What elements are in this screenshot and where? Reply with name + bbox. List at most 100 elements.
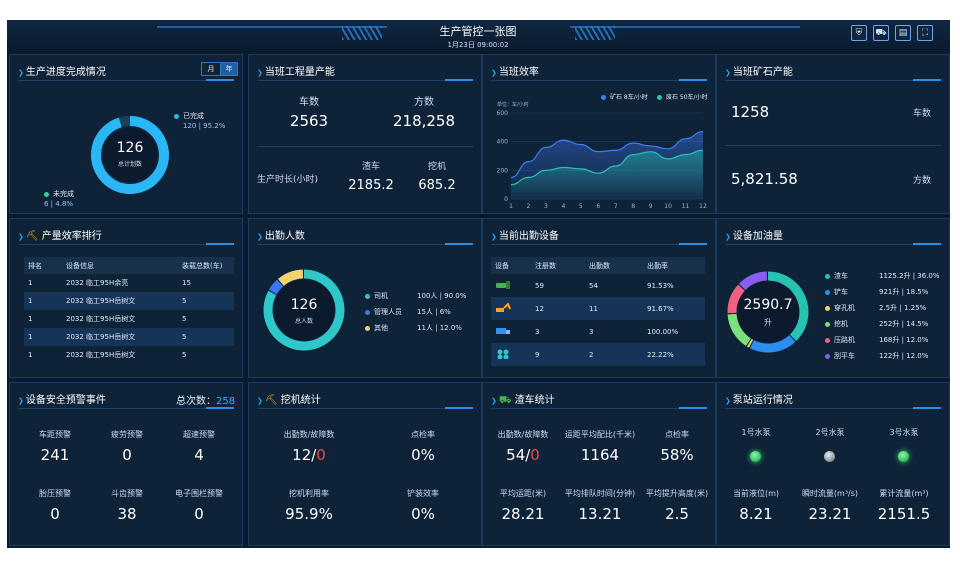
table-row[interactable]: 1 2032 临工95H岳树文 5 <box>28 351 187 359</box>
attendance-center-value: 126 <box>290 297 318 313</box>
legend-manager-value: 15人 | 6% <box>417 308 451 316</box>
panel-title: ❯ 设备安全预警事件 <box>18 395 106 406</box>
table-row[interactable]: 12 11 91.67% <box>491 297 705 320</box>
table-row[interactable]: 1 2032 临工95H岳树文 5 <box>24 328 234 346</box>
excavator-hours-value: 685.2 <box>418 178 456 193</box>
fuel-segment <box>727 313 752 346</box>
column-header: 出勤率 <box>643 257 705 274</box>
attendance-segment <box>277 269 304 287</box>
avg-lift-label: 平均提升高度(米) <box>645 489 709 498</box>
truck-icon[interactable]: ⛟ <box>873 25 889 41</box>
table-row[interactable]: 3 3 100.00% <box>491 320 705 343</box>
warning-label: 疲劳预警 <box>111 430 143 439</box>
attend-fault-label: 出勤数/故障数 <box>283 430 335 439</box>
muck-label: 渣车 <box>361 162 380 172</box>
panel-title: ❯ 设备加油量 <box>725 231 783 242</box>
utilization-label: 挖机利用率 <box>289 489 329 498</box>
attendance-center-label: 总人数 <box>294 318 313 325</box>
fuel-legend-item: 铲车 <box>825 287 848 297</box>
panel-fuel: ❯ 设备加油量 2590.7 升 渣车 1125.2升 | 36.0% 铲车 921升 … <box>716 218 950 378</box>
trucks-value: 2563 <box>289 112 329 130</box>
volume-value: 218,258 <box>392 112 456 130</box>
panel-production-progress: ❯ 生产进度完成情况 月 年 126 总计划数 已完成 120 | 95.2% 未… <box>9 54 243 214</box>
series-line <box>510 149 704 186</box>
header-decor-right <box>570 26 800 28</box>
column-header: 装载总数(车) <box>178 257 234 274</box>
progress-center-value: 126 <box>116 140 144 156</box>
fuel-legend-item: 刮平车 <box>825 351 855 361</box>
excavator-label: 挖机 <box>427 162 446 172</box>
header-decor-left <box>157 26 387 28</box>
shovel-efficiency-label: 铲装效率 <box>407 489 439 498</box>
toggle-month[interactable]: 月 <box>201 62 221 76</box>
warning-value: 38 <box>117 505 137 523</box>
panel-ore-capacity: ❯ 当班矿石产能 1258 车数 5,821.58 方数 <box>716 54 950 214</box>
table-row[interactable]: 1 2032 临工95H岳树文 5 <box>28 315 187 323</box>
warning-value: 241 <box>40 446 70 464</box>
instant-flow-value: 23.21 <box>808 505 852 523</box>
table-row[interactable]: 1 2032 临工95H岳树文 5 <box>24 292 234 310</box>
utilization-value: 95.9% <box>285 505 333 523</box>
panel-title: ❯ 当前出勤设备 <box>491 231 559 242</box>
legend-manager: 管理人员 <box>365 307 402 317</box>
fuel-legend-value: 921升 | 18.5% <box>879 288 929 296</box>
pump-status-light <box>750 451 761 462</box>
column-header: 设备 <box>491 257 531 274</box>
legend-completed: 已完成 <box>174 111 204 121</box>
legend-driver-value: 100人 | 90.0% <box>417 292 467 300</box>
panel-title: ❯ 生产进度完成情况 <box>18 67 106 78</box>
y-tick-label: 0 <box>504 196 508 203</box>
table-row[interactable]: 9 2 22.22% <box>491 343 705 366</box>
safety-total: 总次数：258 <box>176 396 236 407</box>
legend-incomplete-value: 6 | 4.8% <box>44 200 74 208</box>
expand-icon[interactable]: ⛶ <box>917 25 933 41</box>
header-date: 1月23日 <box>447 41 475 49</box>
avg-distance-value: 28.21 <box>501 505 545 523</box>
legend-completed-value: 120 | 95.2% <box>183 122 226 130</box>
panel-excavator-stats: ❯ ⛏ 挖机统计 出勤数/故障数 12/0 点检率 0% 挖机利用率 95.9% … <box>248 382 482 546</box>
legend-incomplete: 未完成 <box>44 189 74 199</box>
panel-title: ❯ 泵站运行情况 <box>725 395 793 406</box>
attendance-donut <box>263 269 345 351</box>
fuel-legend-value: 252升 | 14.5% <box>879 320 929 328</box>
x-tick-label: 7 <box>614 203 618 210</box>
x-tick-label: 1 <box>509 203 513 210</box>
panel-title: ❯ ⛏ 产量效率排行 <box>18 231 102 242</box>
legend-other: 其他 <box>365 323 388 333</box>
document-icon[interactable]: ▤ <box>895 25 911 41</box>
panel-title: ❯ 出勤人数 <box>257 231 305 242</box>
shield-icon[interactable]: ⛨ <box>851 25 867 41</box>
header-datetime: 1月23日 09:00:02 <box>378 40 578 50</box>
toggle-year[interactable]: 年 <box>220 62 238 76</box>
avg-lift-value: 2.5 <box>665 505 689 523</box>
warning-value: 0 <box>50 505 60 523</box>
warning-label: 斗齿预警 <box>111 489 143 498</box>
pump-label: 3号水泵 <box>889 428 919 437</box>
table-row[interactable]: 59 54 91.53% <box>491 274 705 297</box>
check-rate-label: 点检率 <box>665 430 689 439</box>
liquid-level-value: 8.21 <box>739 505 773 523</box>
x-tick-label: 10 <box>664 203 672 210</box>
avg-distance-label: 平均运距(米) <box>499 489 547 498</box>
fuel-donut <box>727 271 809 353</box>
excavator-icon <box>496 301 511 312</box>
check-rate-label: 点检率 <box>411 430 435 439</box>
column-header: 排名 <box>24 257 62 274</box>
legend-waste: 废石 50车/小时 <box>657 92 708 101</box>
fuel-legend-item: 穿孔机 <box>825 303 855 313</box>
header-stripes-left <box>342 26 382 40</box>
panel-muck-truck-stats: ❯ ⛟ 渣车统计 出勤数/故障数 54/0 运距平均配比(千米) 1164 点检率… <box>482 382 716 546</box>
ore-volume-label: 方数 <box>913 176 932 186</box>
y-tick-label: 600 <box>497 110 509 117</box>
fuel-segment <box>767 271 809 342</box>
instant-flow-label: 瞬时流量(m³/s) <box>801 489 859 498</box>
ranking-table: 排名 设备信息 装载总数(车) 1 2032 临工95H余亮 15 1 2032 临工… <box>24 257 234 364</box>
x-tick-label: 12 <box>699 203 707 210</box>
fuel-segment <box>738 271 768 291</box>
table-row[interactable]: 1 2032 临工95H余亮 15 <box>28 279 191 287</box>
bulldozer-icon <box>496 280 510 289</box>
panel-attendance: ❯ 出勤人数 126 总人数 司机 100人 | 90.0% 管理人员 15人 |… <box>248 218 482 378</box>
warning-value: 0 <box>194 505 204 523</box>
panel-title: ❯ 当班工程量产能 <box>257 67 335 78</box>
attend-fault-label: 出勤数/故障数 <box>497 430 549 439</box>
